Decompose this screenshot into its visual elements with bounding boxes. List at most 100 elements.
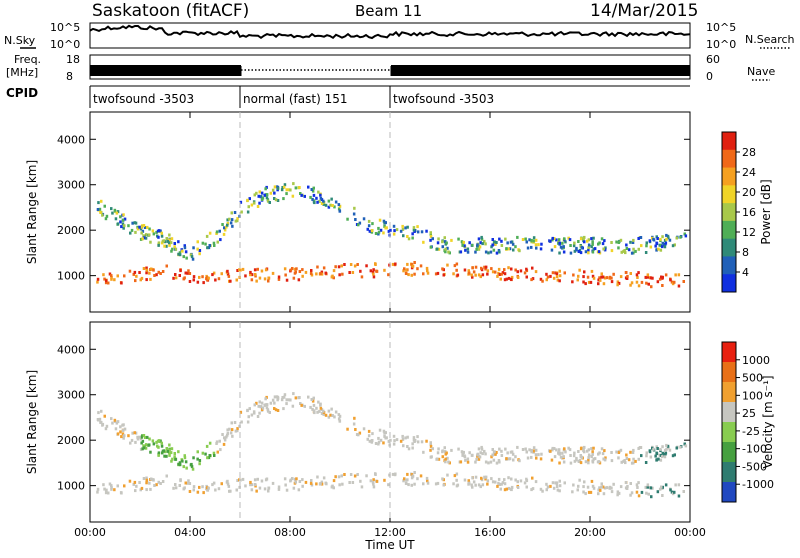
power-cell: [624, 251, 627, 255]
power-cell: [311, 189, 315, 193]
velocity-cell: [382, 429, 386, 433]
power-cell: [637, 237, 640, 240]
power-cell: [426, 271, 430, 275]
power-cell: [384, 221, 387, 225]
power-cell: [657, 247, 660, 251]
power-cell: [123, 224, 126, 228]
power-cbar-label: Power [dB]: [759, 179, 773, 244]
velocity-cell: [468, 451, 471, 455]
velocity-cell: [206, 486, 209, 490]
x-tick-label: 00:00: [674, 526, 706, 539]
power-cell: [659, 237, 662, 241]
velocity-cell: [466, 457, 470, 461]
power-cell: [360, 275, 364, 279]
power-cell: [587, 251, 590, 255]
power-cell: [651, 276, 654, 280]
power-cell: [679, 235, 682, 239]
velocity-cell: [368, 439, 372, 443]
power-cell: [265, 193, 269, 197]
power-cell: [489, 250, 493, 254]
velocity-cell: [329, 413, 332, 417]
velocity-cell: [644, 461, 648, 464]
velocity-cell: [250, 483, 254, 487]
velocity-cell: [395, 438, 399, 442]
velocity-cell: [192, 485, 196, 489]
power-cell: [104, 281, 108, 285]
power-cell: [484, 267, 487, 271]
velocity-cell: [101, 423, 104, 427]
velocity-cell: [497, 477, 501, 481]
velocity-cell: [312, 403, 316, 407]
x-tick-label: 04:00: [174, 526, 206, 539]
power-cell: [357, 223, 360, 227]
power-cell: [384, 226, 387, 230]
power-cell: [598, 276, 601, 280]
velocity-cell: [152, 442, 156, 446]
power-cell: [354, 218, 357, 221]
power-cell: [283, 267, 287, 271]
velocity-cell: [552, 486, 556, 490]
power-cell: [472, 270, 476, 274]
power-cell: [491, 270, 495, 274]
velocity-cell: [133, 480, 137, 484]
velocity-cell: [645, 454, 648, 458]
velocity-cell: [406, 445, 409, 448]
power-cell: [590, 245, 593, 249]
power-cell: [235, 278, 238, 282]
velocity-cell: [481, 452, 484, 456]
velocity-cell: [315, 406, 318, 410]
velocity-cell: [673, 490, 676, 494]
power-cell: [196, 240, 199, 244]
y-tick-label: 3000: [57, 389, 85, 402]
power-cell: [301, 268, 304, 272]
power-cell: [632, 238, 635, 242]
velocity-cell: [388, 473, 391, 477]
power-cell: [322, 202, 325, 206]
velocity-cell: [215, 442, 218, 445]
velocity-cell: [586, 449, 589, 453]
velocity-cell: [159, 439, 162, 443]
power-cell: [660, 275, 663, 279]
velocity-cell: [453, 474, 457, 478]
velocity-cell: [253, 411, 256, 415]
power-cell: [649, 245, 653, 249]
power-cell: [647, 282, 650, 286]
velocity-cell: [616, 493, 619, 497]
power-cell: [553, 237, 556, 240]
velocity-cell: [429, 448, 432, 452]
velocity-cell: [579, 447, 583, 451]
velocity-cell: [684, 444, 688, 448]
velocity-cell: [331, 484, 334, 488]
power-cell: [610, 276, 613, 280]
power-cell: [266, 199, 270, 203]
velocity-cell: [541, 489, 544, 493]
power-cell: [307, 185, 310, 189]
power-cell: [426, 269, 429, 273]
velocity-cell: [587, 461, 590, 465]
velocity-cell: [122, 423, 125, 427]
power-cell: [260, 269, 264, 273]
velocity-cell: [510, 477, 513, 481]
velocity-cell: [159, 482, 162, 485]
power-cell: [239, 200, 243, 204]
power-cell: [160, 231, 163, 235]
velocity-cell: [592, 457, 595, 461]
power-cell: [437, 247, 441, 251]
velocity-cell: [549, 484, 552, 488]
power-cell: [273, 197, 276, 200]
power-cell: [600, 237, 604, 241]
velocity-cell: [269, 401, 273, 405]
velocity-cell: [540, 452, 543, 456]
velocity-cell: [394, 472, 397, 476]
velocity-cell: [185, 466, 188, 470]
power-cell: [206, 246, 209, 250]
power-cell: [498, 250, 501, 254]
power-cell: [329, 203, 332, 207]
time-x-axis: 00:00 04:00 08:00 12:00 16:00 20:00 00:00: [74, 112, 706, 539]
velocity-cell: [496, 484, 499, 488]
power-cell: [247, 205, 250, 209]
velocity-cell: [310, 398, 313, 401]
velocity-cell: [530, 488, 533, 492]
velocity-cell: [507, 486, 511, 490]
